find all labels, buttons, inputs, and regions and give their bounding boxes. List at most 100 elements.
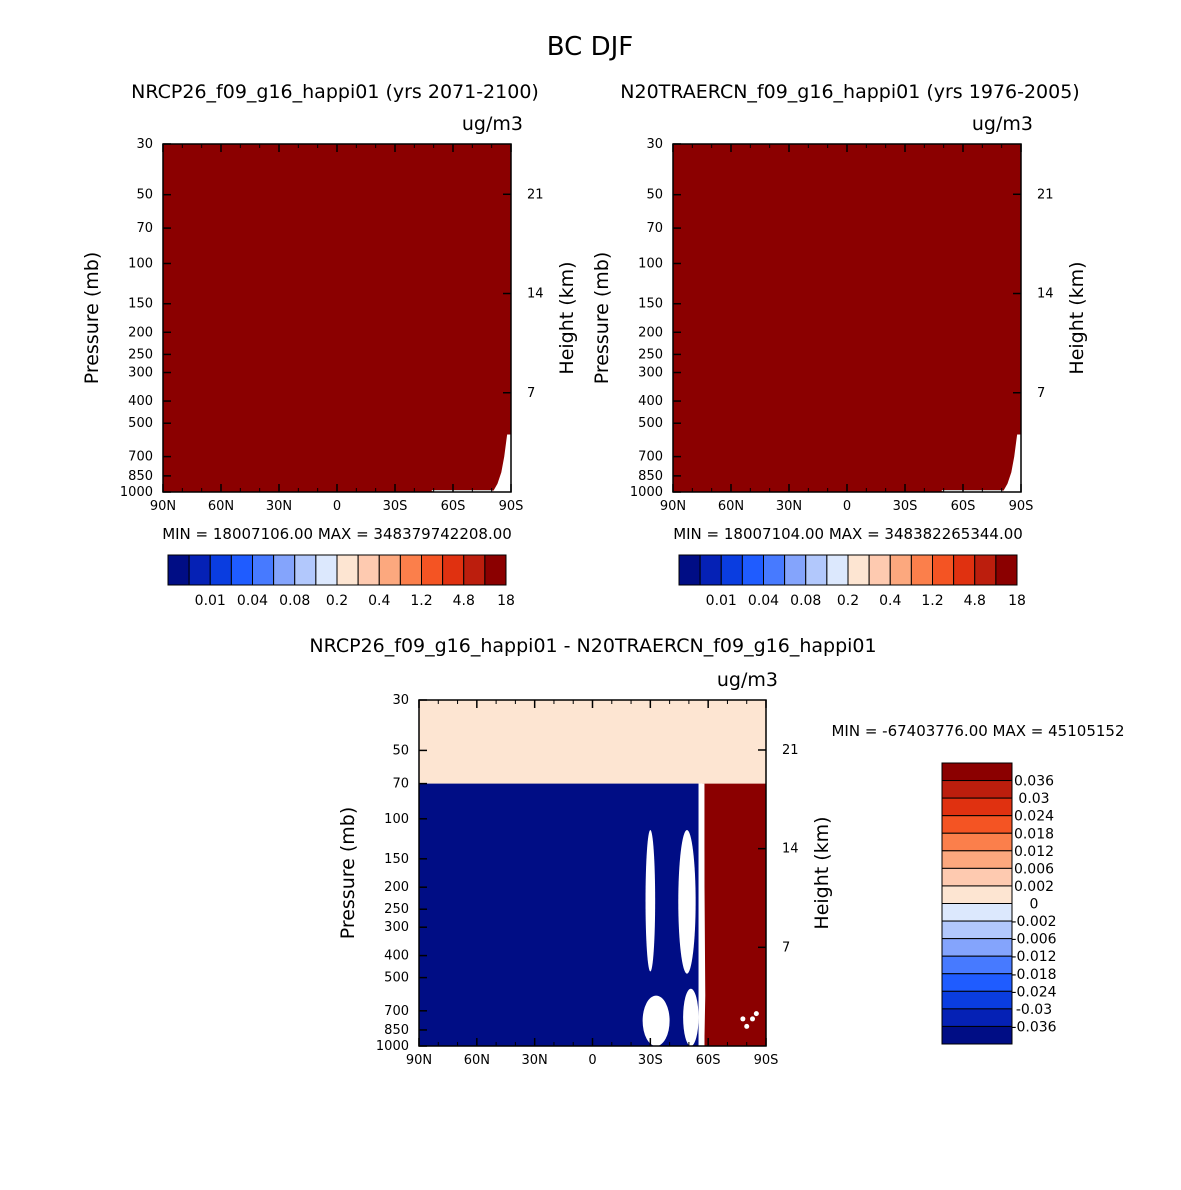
stats-label: MIN = 18007106.00 MAX = 348379742208.00: [162, 525, 512, 543]
x-tick-label: 30N: [522, 1053, 548, 1068]
stats-label: MIN = -67403776.00 MAX = 45105152: [831, 722, 1124, 740]
colorbar-swatch: [399, 554, 422, 586]
y-tick-label: 50: [646, 188, 663, 203]
y2-axis-label: Height (km): [556, 261, 578, 374]
colorbar-swatch: [910, 554, 933, 586]
colorbar-swatch: [889, 554, 912, 586]
y-tick-label: 70: [136, 221, 153, 236]
y-tick-label: 100: [384, 812, 409, 827]
colorbar-swatch: [941, 955, 1013, 975]
colorbar-label: 0.012: [1014, 844, 1054, 860]
colorbar-label: 0.08: [279, 593, 310, 609]
colorbar-label: 0.006: [1014, 861, 1054, 877]
x-tick-label: 90S: [499, 499, 524, 514]
y-tick-label: 100: [638, 256, 663, 271]
y-tick-label: 300: [128, 366, 153, 381]
x-tick-label: 0: [588, 1053, 596, 1068]
colorbar-swatch: [953, 554, 976, 586]
near-zero-area: [642, 995, 670, 1046]
y-tick-label: 30: [136, 137, 153, 152]
y-tick-label: 70: [646, 221, 663, 236]
y-tick-label: 400: [638, 394, 663, 409]
colorbar-swatch: [805, 554, 828, 586]
colorbar-swatch: [941, 903, 1013, 922]
colorbar-swatch: [941, 920, 1013, 940]
y-tick-label: 50: [136, 188, 153, 203]
colorbar-swatch: [273, 554, 296, 586]
colorbar-label: 4.8: [964, 593, 986, 609]
x-tick-label: 30S: [383, 499, 408, 514]
colorbar-label: 0.024: [1014, 809, 1054, 825]
colorbar-swatch: [315, 554, 338, 586]
colorbar-swatch: [974, 554, 997, 586]
y-tick-label: 500: [384, 971, 409, 986]
x-tick-label: 60N: [718, 499, 744, 514]
colorbar-swatch: [699, 554, 722, 586]
x-tick-label: 90N: [660, 499, 686, 514]
y-tick-label: 1000: [376, 1039, 409, 1054]
colorbar-label: 18: [1008, 593, 1026, 609]
x-tick-label: 60S: [951, 499, 976, 514]
x-tick-label: 60S: [441, 499, 466, 514]
colorbar-swatch: [252, 554, 275, 586]
y-tick-label: 850: [128, 469, 153, 484]
near-zero-spot: [750, 1016, 756, 1022]
colorbar-swatch: [932, 554, 955, 586]
colorbar-swatch: [941, 832, 1013, 852]
colorbar-swatch: [421, 554, 444, 586]
y-tick-label: 300: [384, 920, 409, 935]
field-positive: [702, 783, 766, 1046]
colorbar-swatch: [463, 554, 486, 586]
x-tick-label: 0: [843, 499, 851, 514]
x-tick-label: 60N: [464, 1053, 490, 1068]
colorbar-swatch: [336, 554, 359, 586]
y2-axis-label: Height (km): [811, 816, 833, 929]
colorbar-label: 0.04: [237, 593, 268, 609]
panel-title: NRCP26_f09_g16_happi01 (yrs 2071-2100): [131, 81, 539, 103]
stats-label: MIN = 18007104.00 MAX = 348382265344.00: [673, 525, 1023, 543]
colorbar-label: 0.036: [1014, 774, 1054, 790]
colorbar-label: 0.018: [1014, 826, 1054, 842]
x-tick-label: 60N: [208, 499, 234, 514]
x-tick-label: 0: [333, 499, 341, 514]
colorbar-label: 1.2: [410, 593, 432, 609]
near-zero-spot: [740, 1016, 746, 1022]
y2-tick-label: 21: [527, 187, 544, 202]
colorbar-swatch: [678, 554, 701, 586]
y-tick-label: 850: [638, 469, 663, 484]
colorbar-swatch: [941, 797, 1013, 817]
y-tick-label: 250: [128, 347, 153, 362]
units-label: ug/m3: [717, 669, 778, 691]
colorbar-label: -0.024: [1011, 984, 1056, 1000]
colorbar-label: 18: [497, 593, 515, 609]
figure-title: BC DJF: [547, 32, 633, 62]
colorbar-label: 0: [1030, 897, 1039, 913]
colorbar-swatch: [378, 554, 401, 586]
y-tick-label: 30: [646, 137, 663, 152]
y-tick-label: 250: [384, 902, 409, 917]
y-tick-label: 200: [384, 880, 409, 895]
y-tick-label: 200: [128, 325, 153, 340]
y-tick-label: 500: [128, 416, 153, 431]
missing-data-area: [429, 434, 511, 492]
y-tick-label: 150: [384, 852, 409, 867]
colorbar-swatch: [357, 554, 380, 586]
near-zero-area: [645, 829, 656, 972]
y-axis-label: Pressure (mb): [591, 252, 613, 385]
colorbar-label: -0.018: [1011, 967, 1056, 983]
colorbar-swatch: [442, 554, 465, 586]
units-label: ug/m3: [972, 113, 1033, 135]
y2-axis-label: Height (km): [1066, 261, 1088, 374]
colorbar-label: 0.01: [706, 593, 737, 609]
missing-data-area: [939, 434, 1021, 492]
y-tick-label: 400: [128, 394, 153, 409]
colorbar-swatch: [941, 885, 1013, 904]
y2-tick-label: 14: [782, 842, 799, 857]
y-tick-label: 500: [638, 416, 663, 431]
colorbar-label: 0.01: [195, 593, 226, 609]
y2-tick-label: 14: [1037, 287, 1054, 302]
y-axis-label: Pressure (mb): [81, 252, 103, 385]
y-tick-label: 850: [384, 1023, 409, 1038]
colorbar-label: 0.4: [368, 593, 390, 609]
y2-tick-label: 7: [1037, 386, 1045, 401]
